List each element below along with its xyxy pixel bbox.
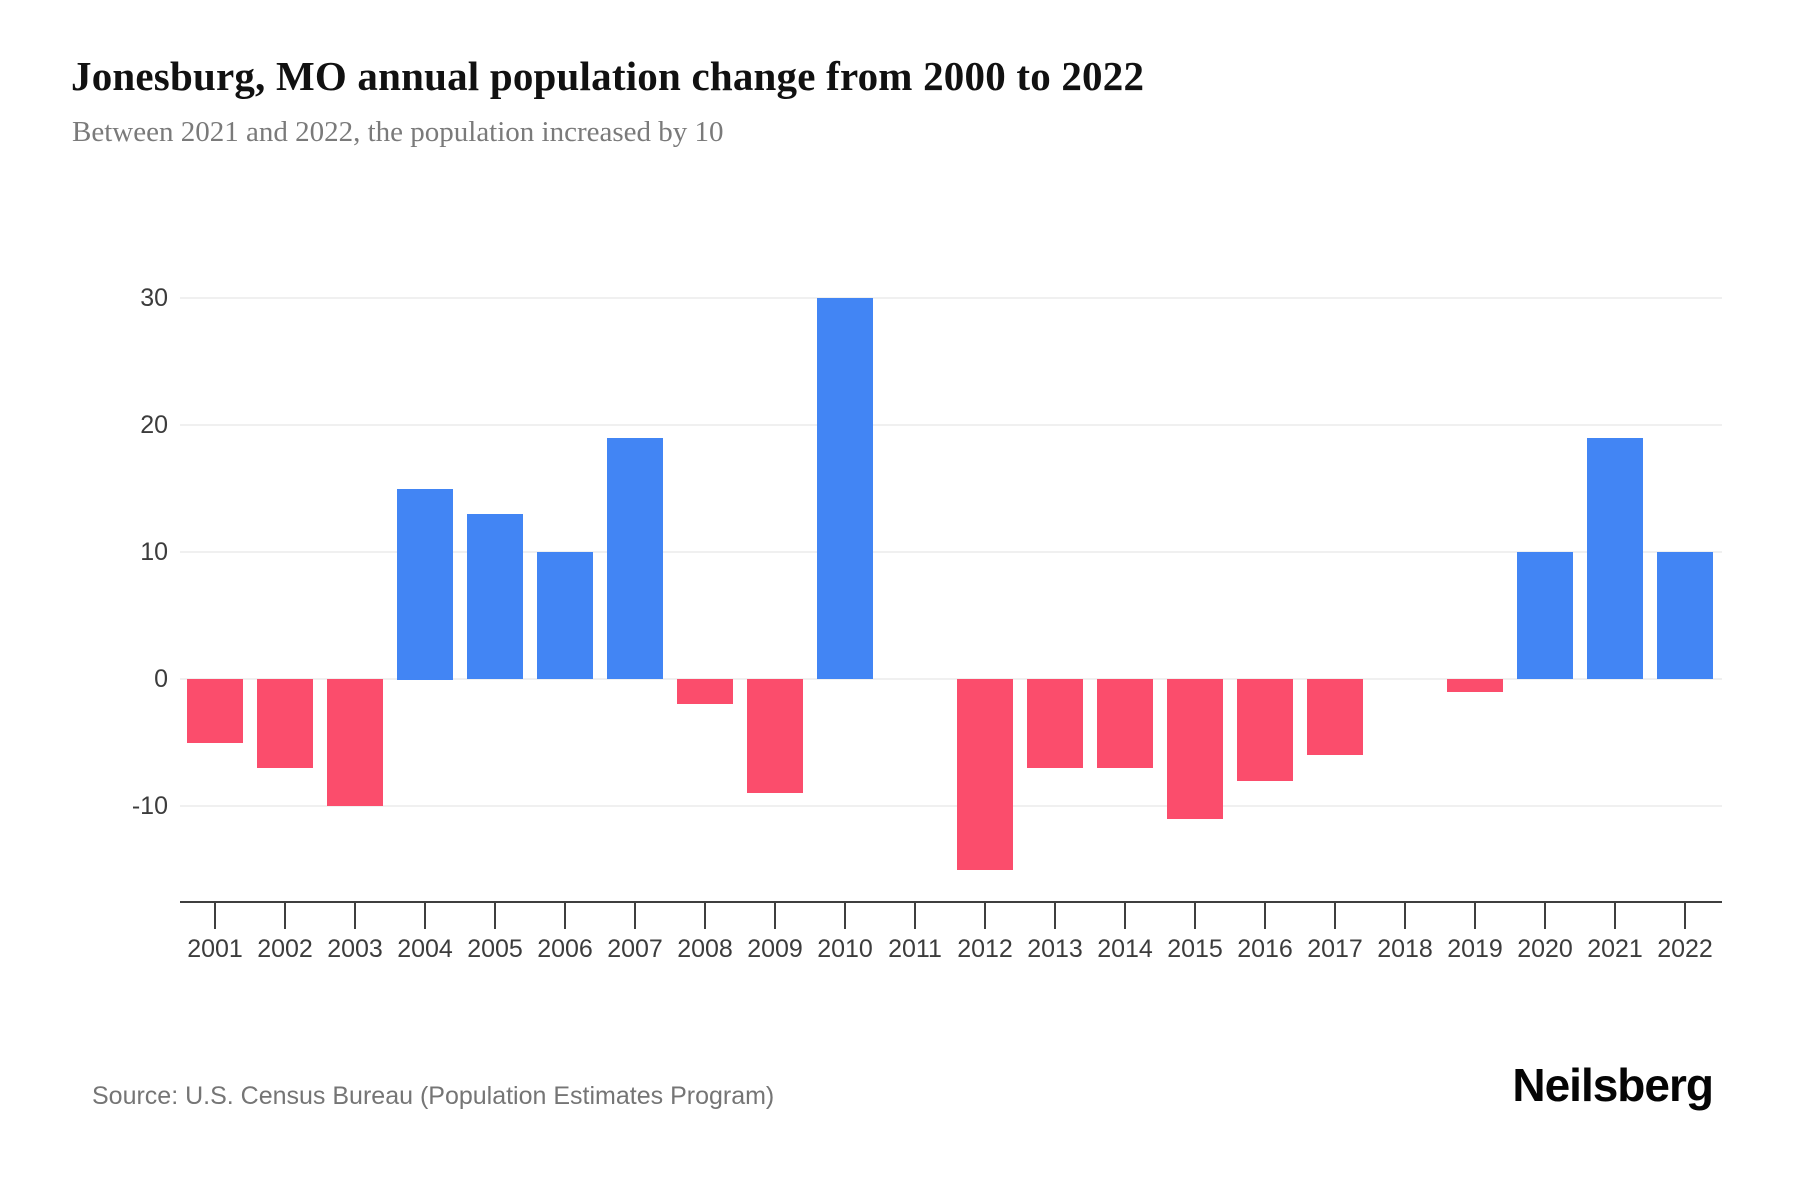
bar-2012[interactable] [957, 679, 1013, 870]
x-axis-tick-label: 2006 [537, 935, 593, 963]
x-axis-tick [774, 901, 776, 929]
x-axis-tick [284, 901, 286, 929]
x-axis-tick [704, 901, 706, 929]
bar-2022[interactable] [1657, 552, 1713, 679]
bar-2001[interactable] [187, 679, 243, 743]
x-axis-tick [494, 901, 496, 929]
x-axis-tick-label: 2012 [957, 935, 1013, 963]
x-axis-tick-label: 2015 [1167, 935, 1223, 963]
bar-2021[interactable] [1587, 438, 1643, 679]
x-axis-tick-label: 2013 [1027, 935, 1083, 963]
x-axis-tick [424, 901, 426, 929]
x-axis-tick [1404, 901, 1406, 929]
y-gridline [180, 678, 1722, 680]
bar-2008[interactable] [677, 679, 733, 704]
bar-2015[interactable] [1167, 679, 1223, 819]
bar-2014[interactable] [1097, 679, 1153, 768]
x-axis-tick-label: 2011 [888, 935, 942, 963]
x-axis-tick [1684, 901, 1686, 929]
x-axis-tick-label: 2018 [1377, 935, 1433, 963]
x-axis-tick-label: 2022 [1657, 935, 1713, 963]
y-axis-tick-label: 20 [140, 411, 168, 439]
bar-2020[interactable] [1517, 552, 1573, 679]
x-axis-tick-label: 2010 [817, 935, 873, 963]
x-axis-tick [1544, 901, 1546, 929]
x-axis-tick [1054, 901, 1056, 929]
y-axis-tick-label: -10 [131, 792, 168, 820]
x-axis-tick-label: 2014 [1097, 935, 1153, 963]
x-axis-tick-label: 2004 [397, 935, 453, 963]
chart-title: Jonesburg, MO annual population change f… [71, 53, 1145, 99]
y-gridline [180, 805, 1722, 807]
x-axis-tick [1264, 901, 1266, 929]
x-axis-tick-label: 2021 [1587, 935, 1643, 963]
source-note: Source: U.S. Census Bureau (Population E… [92, 1082, 775, 1110]
x-axis-tick [1194, 901, 1196, 929]
brand-logo: Neilsberg [1512, 1059, 1714, 1111]
bar-2003[interactable] [327, 679, 383, 806]
x-axis-tick-label: 2020 [1517, 935, 1573, 963]
bar-2006[interactable] [537, 552, 593, 679]
bar-2010[interactable] [817, 298, 873, 679]
x-axis-tick-label: 2003 [327, 935, 383, 963]
y-gridline [180, 297, 1722, 299]
x-axis-tick-label: 2009 [747, 935, 803, 963]
x-axis-tick-label: 2005 [467, 935, 523, 963]
x-axis-tick-label: 2001 [187, 935, 243, 963]
bar-2005[interactable] [467, 514, 523, 679]
y-gridline [180, 424, 1722, 426]
bar-2009[interactable] [747, 679, 803, 793]
bar-2002[interactable] [257, 679, 313, 768]
x-axis-tick [354, 901, 356, 929]
bar-2007[interactable] [607, 438, 663, 679]
bar-2016[interactable] [1237, 679, 1293, 781]
x-axis-tick [634, 901, 636, 929]
bar-2013[interactable] [1027, 679, 1083, 768]
x-axis-tick [1614, 901, 1616, 929]
x-axis-tick [214, 901, 216, 929]
x-axis-tick [1124, 901, 1126, 929]
x-axis-tick [564, 901, 566, 929]
x-axis-tick [914, 901, 916, 929]
x-axis-tick-label: 2016 [1237, 935, 1293, 963]
chart-subtitle: Between 2021 and 2022, the population in… [72, 116, 724, 148]
x-axis-line [180, 901, 1722, 903]
x-axis-tick [1334, 901, 1336, 929]
y-axis-tick-label: 0 [154, 665, 168, 693]
bar-2004[interactable] [397, 489, 453, 680]
y-axis-tick-label: 10 [140, 538, 168, 566]
x-axis-tick [984, 901, 986, 929]
x-axis-tick [844, 901, 846, 929]
x-axis-tick-label: 2019 [1447, 935, 1503, 963]
x-axis-tick-label: 2007 [607, 935, 663, 963]
bar-2019[interactable] [1447, 679, 1503, 692]
bar-2017[interactable] [1307, 679, 1363, 755]
x-axis-tick-label: 2008 [677, 935, 733, 963]
x-axis-tick [1474, 901, 1476, 929]
x-axis-tick-label: 2017 [1307, 935, 1363, 963]
x-axis-tick-label: 2002 [257, 935, 313, 963]
y-axis-tick-label: 30 [140, 284, 168, 312]
y-gridline [180, 551, 1722, 553]
